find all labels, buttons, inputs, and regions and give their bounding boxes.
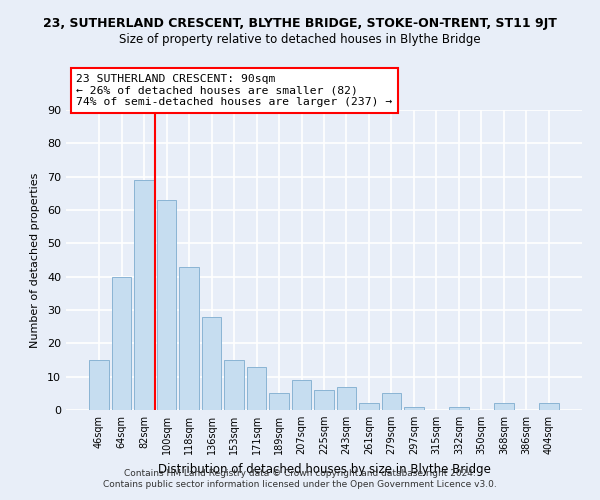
Bar: [202, 316, 221, 410]
Y-axis label: Number of detached properties: Number of detached properties: [30, 172, 40, 348]
Bar: [314, 390, 334, 410]
X-axis label: Distribution of detached houses by size in Blythe Bridge: Distribution of detached houses by size …: [158, 462, 490, 475]
Bar: [179, 266, 199, 410]
Bar: [112, 276, 131, 410]
Bar: [292, 380, 311, 410]
Bar: [494, 404, 514, 410]
Bar: [449, 406, 469, 410]
Bar: [337, 386, 356, 410]
Bar: [157, 200, 176, 410]
Bar: [269, 394, 289, 410]
Bar: [404, 406, 424, 410]
Text: 23 SUTHERLAND CRESCENT: 90sqm
← 26% of detached houses are smaller (82)
74% of s: 23 SUTHERLAND CRESCENT: 90sqm ← 26% of d…: [76, 74, 392, 107]
Text: Contains public sector information licensed under the Open Government Licence v3: Contains public sector information licen…: [103, 480, 497, 489]
Bar: [382, 394, 401, 410]
Bar: [89, 360, 109, 410]
Bar: [359, 404, 379, 410]
Text: Contains HM Land Registry data © Crown copyright and database right 2024.: Contains HM Land Registry data © Crown c…: [124, 468, 476, 477]
Bar: [539, 404, 559, 410]
Bar: [247, 366, 266, 410]
Bar: [224, 360, 244, 410]
Text: 23, SUTHERLAND CRESCENT, BLYTHE BRIDGE, STOKE-ON-TRENT, ST11 9JT: 23, SUTHERLAND CRESCENT, BLYTHE BRIDGE, …: [43, 18, 557, 30]
Bar: [134, 180, 154, 410]
Text: Size of property relative to detached houses in Blythe Bridge: Size of property relative to detached ho…: [119, 32, 481, 46]
